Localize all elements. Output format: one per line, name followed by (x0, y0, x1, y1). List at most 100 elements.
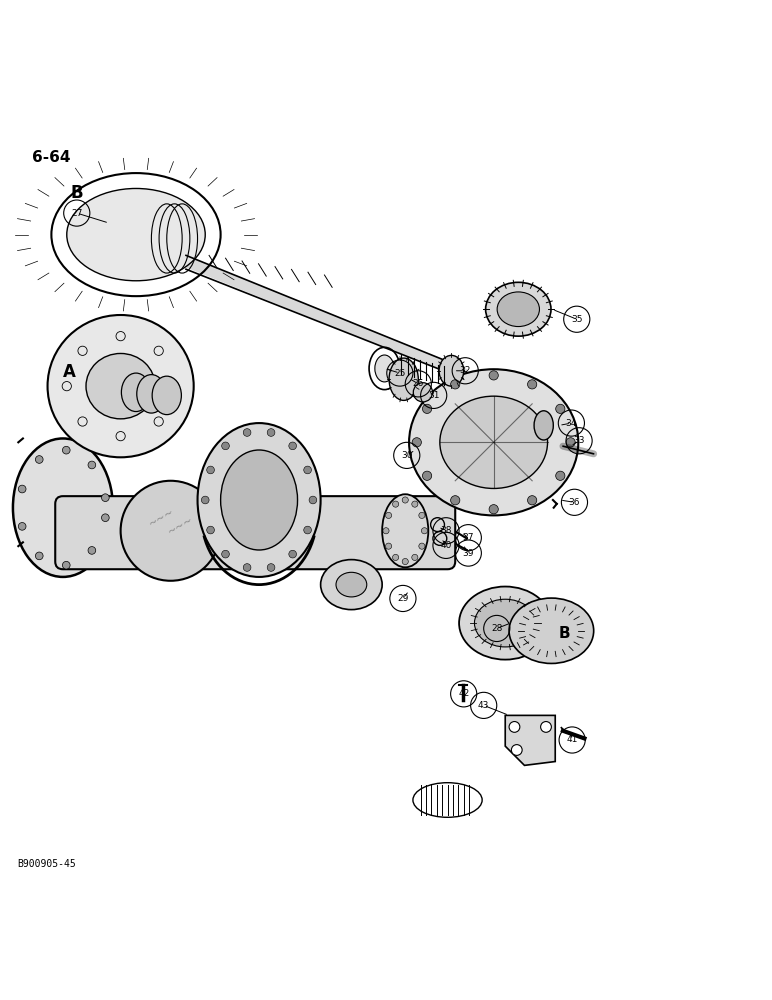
Circle shape (451, 496, 460, 505)
Ellipse shape (459, 587, 551, 660)
Circle shape (385, 543, 391, 549)
Text: 6-64: 6-64 (32, 150, 71, 165)
Ellipse shape (389, 358, 418, 400)
Text: ~~~: ~~~ (167, 515, 196, 537)
Text: 31: 31 (428, 391, 439, 400)
Circle shape (540, 722, 551, 732)
Text: 35: 35 (571, 315, 583, 324)
Text: 41: 41 (567, 735, 577, 744)
Text: ~~~: ~~~ (147, 507, 177, 530)
Circle shape (509, 722, 520, 732)
Circle shape (101, 494, 109, 502)
Circle shape (383, 528, 389, 534)
Circle shape (36, 456, 43, 463)
Ellipse shape (48, 315, 194, 457)
Ellipse shape (440, 396, 547, 488)
Circle shape (411, 554, 418, 560)
Text: 30: 30 (401, 451, 412, 460)
Circle shape (267, 429, 275, 436)
Circle shape (385, 512, 391, 518)
Text: 38: 38 (440, 526, 452, 535)
Circle shape (402, 497, 408, 503)
Polygon shape (505, 715, 555, 765)
Ellipse shape (121, 373, 151, 412)
Ellipse shape (375, 355, 394, 382)
Circle shape (289, 550, 296, 558)
Ellipse shape (413, 383, 432, 402)
Circle shape (267, 564, 275, 571)
Text: 36: 36 (569, 498, 581, 507)
Circle shape (222, 442, 229, 450)
Circle shape (411, 501, 418, 507)
Circle shape (207, 526, 215, 534)
Circle shape (207, 466, 215, 474)
Circle shape (243, 429, 251, 436)
Text: B900905-45: B900905-45 (17, 859, 76, 869)
Circle shape (489, 371, 498, 380)
Circle shape (402, 558, 408, 565)
Text: 37: 37 (462, 533, 474, 542)
Text: 32: 32 (459, 366, 471, 375)
Circle shape (556, 471, 565, 480)
Ellipse shape (382, 494, 428, 567)
Text: 25: 25 (394, 369, 405, 378)
Circle shape (422, 528, 428, 534)
Circle shape (489, 505, 498, 514)
Circle shape (222, 550, 229, 558)
Ellipse shape (486, 282, 551, 336)
Circle shape (418, 543, 425, 549)
Circle shape (63, 561, 70, 569)
Ellipse shape (475, 599, 536, 647)
Circle shape (451, 380, 460, 389)
Text: 33: 33 (574, 436, 585, 445)
Text: 43: 43 (478, 701, 489, 710)
FancyBboxPatch shape (56, 496, 455, 569)
Ellipse shape (320, 560, 382, 610)
Circle shape (418, 512, 425, 518)
Text: 26: 26 (412, 379, 424, 388)
Circle shape (289, 442, 296, 450)
Circle shape (303, 526, 311, 534)
Text: 34: 34 (566, 419, 577, 428)
Text: 27: 27 (71, 209, 83, 218)
Ellipse shape (534, 411, 554, 440)
Circle shape (63, 446, 70, 454)
Circle shape (19, 523, 26, 530)
Circle shape (201, 496, 209, 504)
Ellipse shape (439, 355, 464, 386)
Circle shape (309, 496, 317, 504)
Ellipse shape (13, 438, 113, 577)
Text: 40: 40 (440, 541, 452, 550)
Circle shape (19, 485, 26, 493)
Circle shape (527, 380, 537, 389)
Ellipse shape (509, 598, 594, 663)
Text: B: B (559, 626, 571, 641)
Ellipse shape (120, 481, 221, 581)
Circle shape (392, 554, 398, 560)
Circle shape (527, 496, 537, 505)
Ellipse shape (66, 188, 205, 281)
Ellipse shape (86, 353, 155, 419)
Text: 39: 39 (462, 549, 474, 558)
Circle shape (511, 745, 522, 755)
Circle shape (566, 438, 575, 447)
Circle shape (101, 514, 109, 522)
Ellipse shape (137, 375, 166, 413)
Ellipse shape (336, 572, 367, 597)
Text: 28: 28 (491, 624, 503, 633)
Circle shape (422, 471, 432, 480)
Text: 42: 42 (458, 689, 469, 698)
Ellipse shape (152, 376, 181, 415)
Text: 29: 29 (398, 594, 408, 603)
Circle shape (243, 564, 251, 571)
Ellipse shape (497, 292, 540, 327)
Circle shape (88, 547, 96, 554)
Ellipse shape (221, 450, 297, 550)
Circle shape (36, 552, 43, 560)
Ellipse shape (409, 369, 578, 515)
Circle shape (556, 404, 565, 413)
Circle shape (392, 501, 398, 507)
Circle shape (422, 404, 432, 413)
Text: A: A (63, 363, 76, 381)
Ellipse shape (198, 423, 320, 577)
